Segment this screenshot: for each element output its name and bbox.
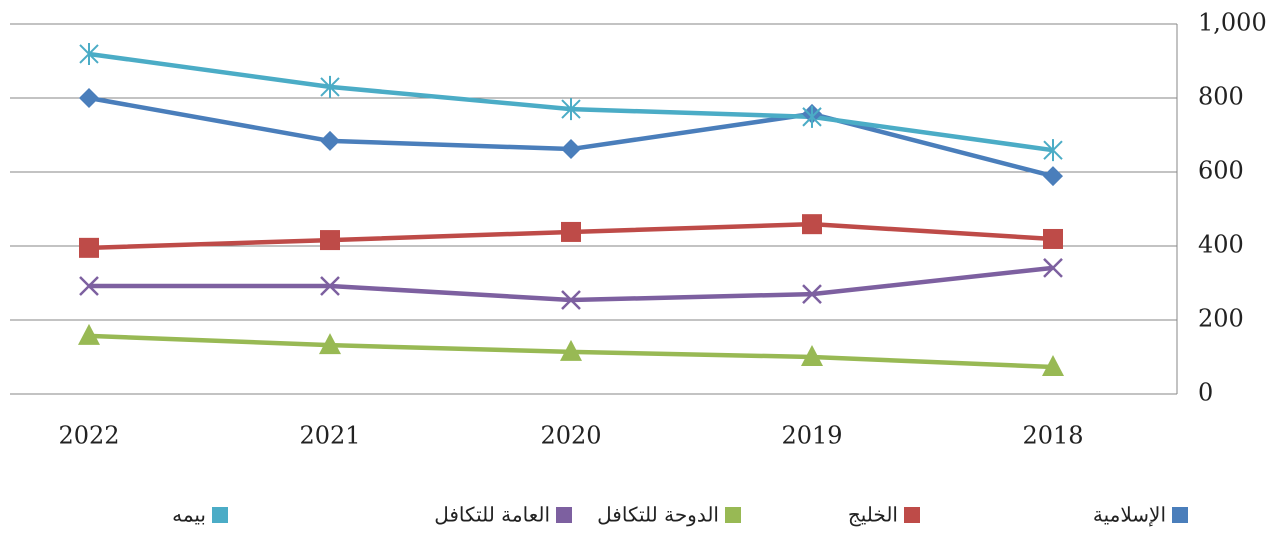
point	[560, 339, 582, 361]
y-tick-label: 800	[1198, 83, 1244, 111]
legend-swatch	[212, 507, 228, 523]
legend-swatch	[556, 507, 572, 523]
series-line	[89, 265, 1054, 303]
point	[320, 276, 340, 296]
point	[320, 230, 340, 251]
legend-label: بيمه	[172, 503, 206, 527]
legend-swatch	[904, 507, 920, 523]
legend-swatch	[725, 507, 741, 523]
x-tick-label: 2019	[781, 422, 842, 450]
point	[79, 88, 99, 108]
point	[1043, 257, 1063, 278]
point	[78, 323, 100, 345]
point	[802, 214, 822, 235]
legend-label: الإسلامية	[1093, 503, 1166, 528]
point	[1043, 228, 1063, 249]
point	[79, 276, 99, 296]
y-tick-label: 0	[1198, 379, 1213, 407]
point	[1042, 354, 1064, 376]
legend-label: الدوحة للتكافل	[597, 503, 719, 527]
point	[1043, 166, 1063, 187]
y-tick-label: 1,000	[1198, 9, 1267, 37]
legend-label: العامة للتكافل	[434, 503, 550, 527]
point	[319, 333, 341, 355]
point	[320, 75, 340, 98]
x-tick-label: 2021	[299, 422, 360, 450]
point	[79, 42, 99, 65]
legend-swatch	[1172, 507, 1188, 523]
point	[561, 139, 581, 160]
x-tick-label: 2018	[1022, 422, 1083, 450]
x-tick-label: 2020	[540, 422, 601, 450]
point	[801, 345, 823, 366]
point	[79, 237, 99, 258]
x-tick-label: 2022	[58, 422, 119, 450]
point	[1043, 139, 1063, 162]
point	[802, 284, 822, 304]
legend-label: الخليج	[848, 503, 898, 527]
y-tick-label: 200	[1198, 305, 1244, 333]
point	[802, 105, 822, 128]
point	[561, 221, 581, 242]
point	[561, 290, 581, 310]
y-tick-label: 400	[1198, 231, 1244, 259]
y-tick-label: 600	[1198, 157, 1244, 185]
point	[320, 130, 340, 151]
point	[561, 98, 581, 121]
